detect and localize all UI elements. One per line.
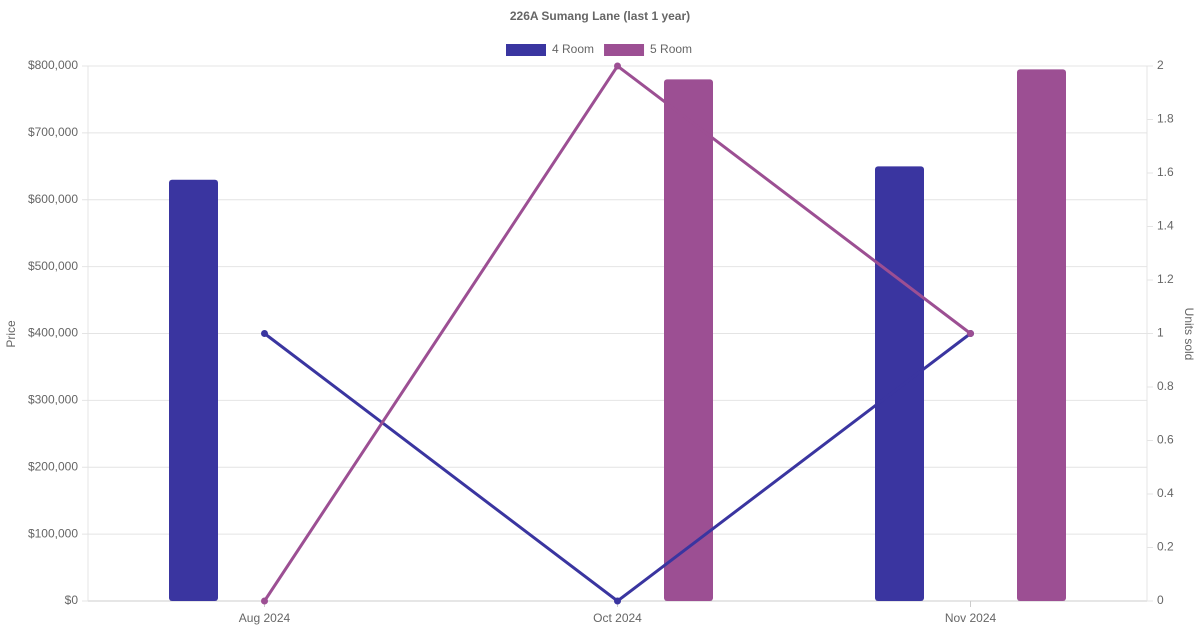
bar	[169, 179, 218, 601]
bar	[664, 79, 713, 601]
y-axis-title: Price	[4, 320, 18, 348]
y-tick-label: $600,000	[28, 192, 78, 206]
y2-axis-title: Units sold	[1182, 308, 1196, 361]
y2-tick-label: 2	[1157, 58, 1164, 72]
y-tick-label: $400,000	[28, 326, 78, 340]
legend-swatch	[604, 44, 645, 56]
y-tick-label: $0	[65, 593, 79, 607]
y2-tick-label: 1	[1157, 326, 1164, 340]
y-tick-label: $500,000	[28, 259, 78, 273]
y2-tick-label: 1.6	[1157, 165, 1174, 179]
y2-tick-label: 1.2	[1157, 272, 1174, 286]
y2-tick-label: 0.2	[1157, 540, 1174, 554]
bar	[875, 166, 924, 601]
bar	[1017, 69, 1066, 601]
y2-tick-label: 1.4	[1157, 219, 1174, 233]
units-point	[614, 62, 621, 70]
y-tick-label: $800,000	[28, 58, 78, 72]
legend-label: 4 Room	[552, 42, 594, 56]
y-tick-label: $300,000	[28, 393, 78, 407]
y-tick-label: $200,000	[28, 459, 78, 473]
units-point	[261, 330, 268, 337]
y2-tick-label: 1.8	[1157, 112, 1174, 126]
x-tick-label: Nov 2024	[945, 611, 997, 625]
x-tick-label: Aug 2024	[239, 611, 291, 625]
units-point	[614, 597, 621, 605]
y2-tick-label: 0	[1157, 593, 1164, 607]
y2-tick-label: 0.6	[1157, 433, 1174, 447]
legend-label: 5 Room	[650, 42, 692, 56]
units-point	[967, 330, 974, 337]
x-tick-label: Oct 2024	[593, 611, 642, 625]
chart-title: 226A Sumang Lane (last 1 year)	[510, 9, 690, 23]
legend-swatch	[506, 44, 546, 56]
y2-tick-label: 0.8	[1157, 379, 1174, 393]
y-tick-label: $700,000	[28, 125, 78, 139]
units-point	[261, 597, 268, 605]
y2-tick-label: 0.4	[1157, 486, 1174, 500]
y-tick-label: $100,000	[28, 526, 78, 540]
